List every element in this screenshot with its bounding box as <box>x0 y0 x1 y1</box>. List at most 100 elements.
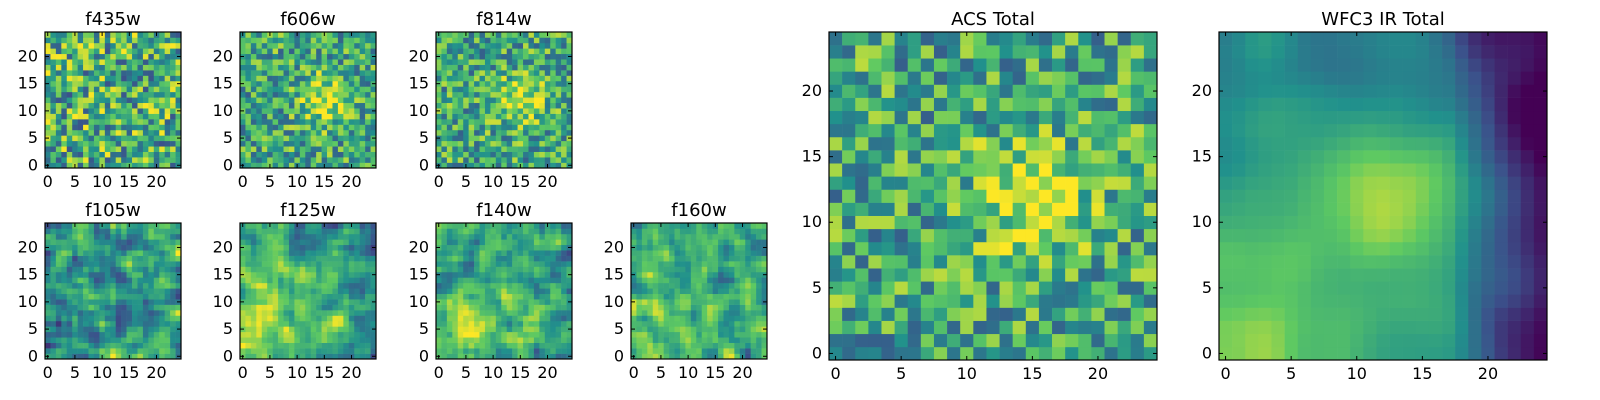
heatmap-cell <box>750 293 757 300</box>
heatmap-cell <box>45 239 51 246</box>
heatmap-cell <box>517 102 524 109</box>
heatmap-cell <box>533 261 540 267</box>
heatmap-cell <box>93 140 100 147</box>
heatmap-cell <box>245 293 252 300</box>
heatmap-cell <box>641 244 648 251</box>
heatmap-cell <box>77 97 84 104</box>
heatmap-cell <box>93 151 100 158</box>
heatmap-cell <box>132 304 138 311</box>
heatmap-cell <box>669 348 675 354</box>
heatmap-cell <box>245 75 252 82</box>
heatmap-cell <box>495 315 502 322</box>
heatmap-cell <box>153 299 160 305</box>
heatmap-cell <box>495 277 502 284</box>
heatmap-cell <box>110 266 117 273</box>
heatmap-cell <box>365 119 371 125</box>
heatmap-cell <box>256 97 263 104</box>
heatmap-cell <box>436 102 442 109</box>
heatmap-cell <box>316 102 322 109</box>
heatmap-cell <box>164 91 171 98</box>
heatmap-cell <box>88 223 95 229</box>
heatmap-cell <box>137 288 144 295</box>
heatmap-cell <box>701 233 708 240</box>
heatmap-cell <box>452 53 459 60</box>
heatmap-cell <box>555 64 562 71</box>
heatmap-cell <box>175 255 182 262</box>
heatmap-cell <box>452 250 459 256</box>
heatmap-cell <box>641 293 648 300</box>
heatmap-cell <box>159 239 165 246</box>
heatmap-cell <box>83 75 89 82</box>
heatmap-cell <box>153 271 160 278</box>
heatmap-cell <box>512 348 518 354</box>
heatmap-cell <box>490 293 497 300</box>
heatmap-cell <box>1038 346 1053 361</box>
heatmap-cell <box>261 37 268 44</box>
heatmap-cell <box>261 277 268 284</box>
heatmap-cell <box>337 261 344 267</box>
heatmap-cell <box>137 42 144 49</box>
heatmap-cell <box>446 261 453 267</box>
heatmap-cell <box>256 113 263 120</box>
heatmap-cell <box>868 215 882 230</box>
heatmap-cell <box>115 53 122 60</box>
heatmap-cell <box>512 228 518 235</box>
heatmap-cell <box>359 162 366 169</box>
heatmap-cell <box>327 32 333 38</box>
heatmap-cell <box>343 146 350 152</box>
heatmap-cell <box>132 140 138 147</box>
heatmap-cell <box>132 293 138 300</box>
heatmap-cell <box>121 326 127 333</box>
heatmap-cell <box>310 271 317 278</box>
heatmap-cell <box>894 163 909 177</box>
heatmap-cell <box>468 337 475 343</box>
heatmap-cell <box>652 310 659 316</box>
heatmap-cell <box>436 277 442 284</box>
heatmap-cell <box>436 91 442 98</box>
heatmap-cell <box>148 97 155 104</box>
heatmap-cell <box>647 250 654 256</box>
heatmap-cell <box>479 146 486 152</box>
heatmap-cell <box>750 342 757 349</box>
heatmap-cell <box>278 42 284 49</box>
heatmap-cell <box>881 228 895 243</box>
heatmap-cell <box>354 266 360 273</box>
heatmap-cell <box>137 293 144 300</box>
heatmap-cell <box>88 342 95 349</box>
heatmap-cell <box>907 228 922 243</box>
heatmap-cell <box>894 333 909 348</box>
heatmap-cell <box>947 189 961 203</box>
heatmap-cell <box>310 293 317 300</box>
heatmap-cell <box>354 75 360 82</box>
heatmap-cell <box>739 271 746 278</box>
heatmap-cell <box>555 113 562 120</box>
heatmap-cell <box>256 37 263 44</box>
heatmap-cell <box>256 255 263 262</box>
heatmap-cell <box>256 75 263 82</box>
heatmap-cell <box>999 176 1013 190</box>
heatmap-cell <box>517 146 524 152</box>
heatmap-cell <box>310 342 317 349</box>
heatmap-cell <box>153 304 160 311</box>
heatmap-cell <box>446 223 453 229</box>
heatmap-cell <box>1104 255 1118 269</box>
heatmap-cell <box>137 91 144 98</box>
heatmap-cell <box>881 202 895 216</box>
heatmap-cell <box>83 86 89 93</box>
heatmap-cell <box>288 146 295 152</box>
heatmap-cell <box>468 64 475 71</box>
heatmap-cell <box>829 268 843 282</box>
heatmap-cell <box>523 250 529 256</box>
heatmap-cell <box>159 37 165 44</box>
heatmap-cell <box>288 135 295 142</box>
heatmap-cell <box>446 97 453 104</box>
heatmap-cell <box>66 326 73 333</box>
heatmap-cell <box>359 266 366 273</box>
heatmap-cell <box>310 244 317 251</box>
heatmap-cell <box>868 176 882 190</box>
heatmap-cell <box>484 37 491 44</box>
heatmap-cell <box>359 157 366 163</box>
heatmap-cell <box>669 282 675 289</box>
heatmap-cell <box>93 271 100 278</box>
heatmap-cell <box>523 244 529 251</box>
